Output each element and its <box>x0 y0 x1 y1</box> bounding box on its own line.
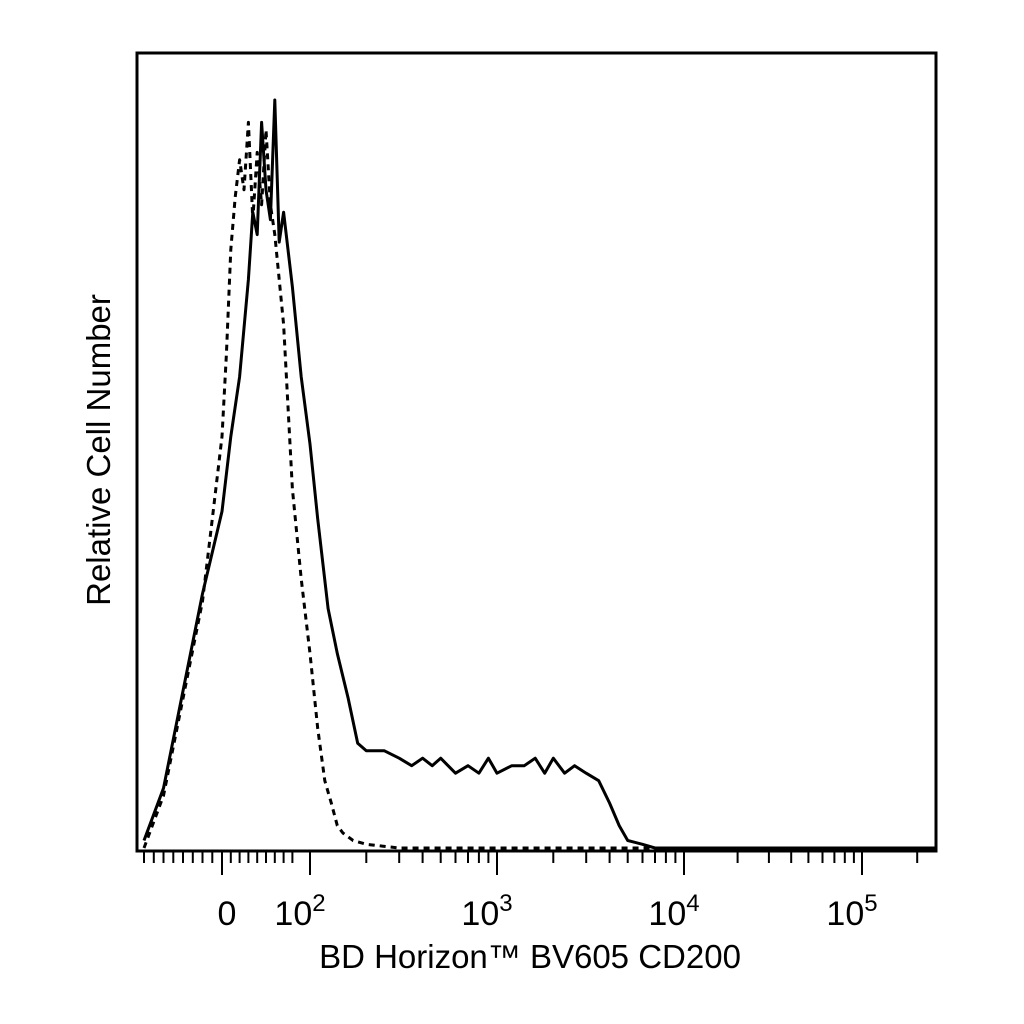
x-tick-label: 104 <box>648 890 699 933</box>
series-line-solid <box>142 98 935 850</box>
x-axis-tick-labels: 0 102 103 104 105 <box>218 890 878 933</box>
x-tick-label: 105 <box>826 890 877 933</box>
y-axis-label: Relative Cell Number <box>80 294 117 606</box>
x-tick-label: 0 <box>218 895 237 933</box>
x-tick-label: 102 <box>274 890 325 933</box>
x-axis-ticks <box>143 851 919 875</box>
series-line-dashed <box>142 120 935 850</box>
series-layer <box>142 98 935 850</box>
x-tick-label: 103 <box>461 890 512 933</box>
x-axis-label: BD Horizon™ BV605 CD200 <box>319 938 741 975</box>
plot-frame <box>135 51 938 853</box>
